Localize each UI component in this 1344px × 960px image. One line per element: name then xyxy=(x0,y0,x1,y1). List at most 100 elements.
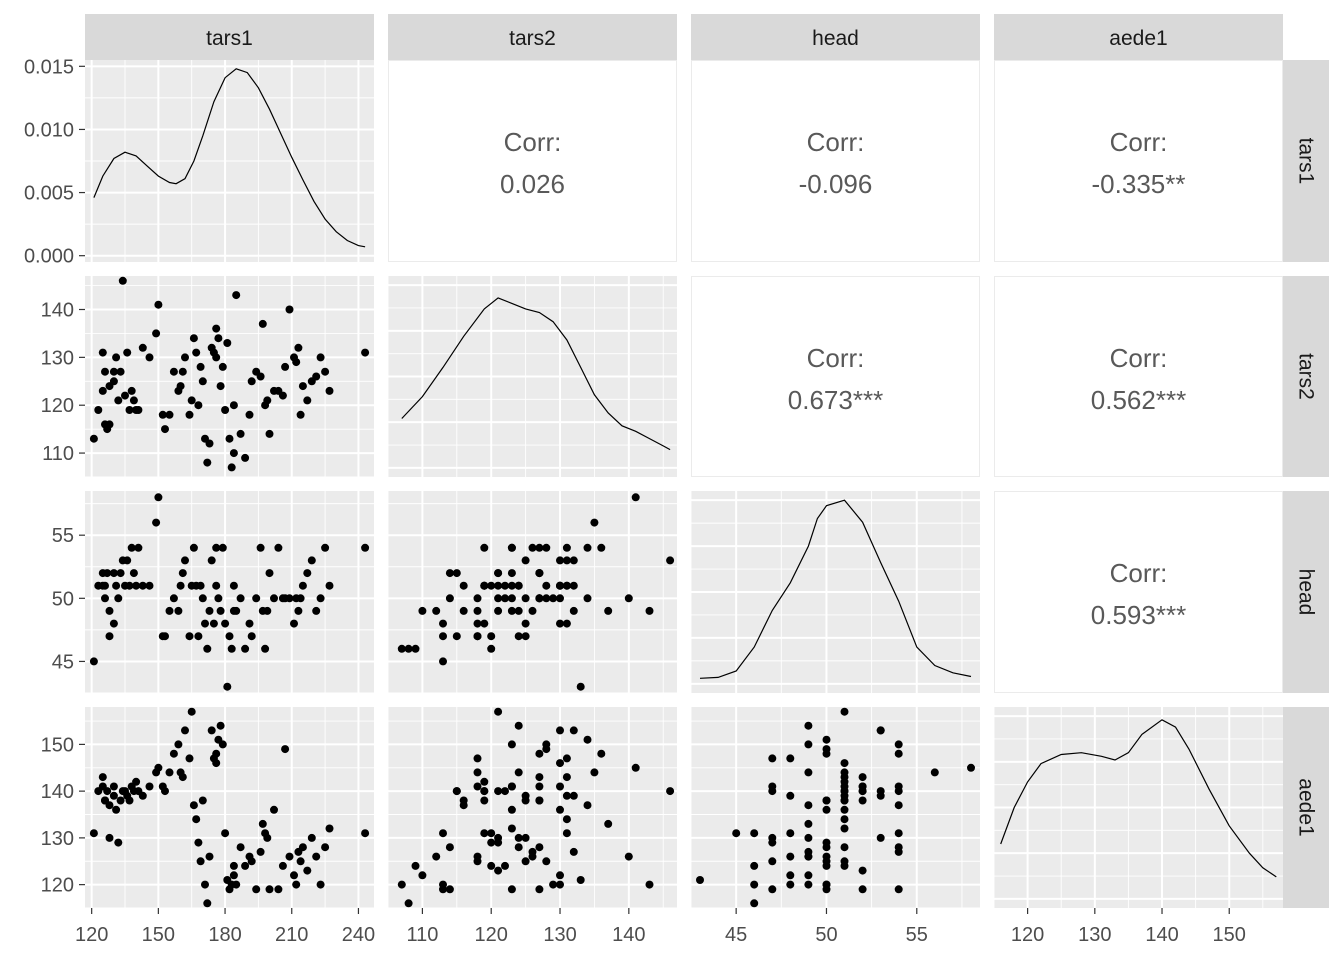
data-point xyxy=(473,754,482,763)
data-point xyxy=(840,861,849,870)
y-tick-label: 0.000 xyxy=(24,246,74,268)
data-point xyxy=(583,543,592,552)
column-strip-tars1: tars1 xyxy=(85,14,374,60)
data-point xyxy=(521,796,530,805)
data-point xyxy=(94,406,103,414)
data-point xyxy=(556,880,564,889)
data-point xyxy=(411,644,420,653)
data-point xyxy=(480,777,489,786)
data-point xyxy=(247,377,256,386)
data-point xyxy=(290,871,298,880)
data-point xyxy=(109,782,118,791)
data-point xyxy=(397,644,406,653)
corr-panel-bg xyxy=(994,60,1283,262)
data-point xyxy=(501,581,509,590)
data-point xyxy=(138,581,147,590)
data-point xyxy=(487,838,496,847)
data-point xyxy=(556,556,564,565)
data-point xyxy=(514,768,523,777)
data-point xyxy=(583,801,592,810)
data-point xyxy=(732,829,741,838)
data-point xyxy=(205,439,214,448)
data-point xyxy=(473,632,482,641)
data-point xyxy=(494,569,503,578)
data-point xyxy=(822,880,831,889)
data-point xyxy=(542,745,551,754)
data-point xyxy=(750,880,759,889)
data-point xyxy=(804,852,813,861)
data-point xyxy=(109,377,118,386)
data-point xyxy=(207,726,216,735)
data-point xyxy=(105,833,114,842)
data-point xyxy=(192,815,201,824)
corr-panel-tars2-head: Corr: 0.673*** xyxy=(691,276,980,477)
data-point xyxy=(165,410,174,419)
x-tick-label: 140 xyxy=(612,924,645,946)
data-point xyxy=(125,406,134,414)
data-point xyxy=(631,763,640,772)
data-point xyxy=(152,518,161,527)
x-axis-head: 45 50 55 xyxy=(725,908,928,946)
data-point xyxy=(521,594,530,603)
data-point xyxy=(473,857,482,866)
row-strip-tars2: tars2 xyxy=(1283,276,1329,477)
data-point xyxy=(487,581,496,590)
data-point xyxy=(121,391,129,400)
data-point xyxy=(225,632,234,641)
data-point xyxy=(507,740,516,749)
y-tick-label: 0.005 xyxy=(24,183,74,205)
data-point xyxy=(445,569,454,578)
panel-background xyxy=(388,491,677,693)
data-point xyxy=(459,606,468,615)
data-point xyxy=(174,740,183,749)
data-point xyxy=(507,569,516,578)
column-strip-bg xyxy=(388,14,677,60)
data-point xyxy=(258,319,267,328)
data-point xyxy=(109,619,118,628)
x-axis-aede1: 120 130 140 150 xyxy=(1011,908,1246,946)
data-point xyxy=(294,343,303,352)
data-point xyxy=(786,754,795,763)
data-point xyxy=(501,787,509,796)
data-point xyxy=(303,396,312,405)
data-point xyxy=(325,581,334,590)
data-point xyxy=(212,581,221,590)
data-point xyxy=(245,619,254,628)
data-point xyxy=(645,606,654,615)
data-point xyxy=(631,493,640,502)
y-axis-density: 0.000 0.005 0.010 0.015 xyxy=(24,56,85,268)
data-point xyxy=(265,429,274,438)
row-strip-aede1: aede1 xyxy=(1283,707,1329,908)
data-point xyxy=(750,861,759,870)
data-point xyxy=(303,866,312,875)
data-point xyxy=(236,594,245,603)
data-point xyxy=(556,594,564,603)
x-tick-label: 210 xyxy=(275,924,308,946)
data-point xyxy=(768,857,777,866)
density-panel-aede1 xyxy=(993,707,1283,908)
data-point xyxy=(480,787,489,796)
data-point xyxy=(514,721,523,730)
data-point xyxy=(316,353,325,362)
data-point xyxy=(569,581,578,590)
x-tick-label: 55 xyxy=(906,924,928,946)
x-tick-label: 180 xyxy=(208,924,241,946)
data-point xyxy=(439,829,447,838)
data-point xyxy=(562,543,571,552)
data-point xyxy=(562,754,571,763)
data-point xyxy=(507,805,516,814)
corr-label: Corr: xyxy=(1110,558,1168,588)
data-point xyxy=(232,606,241,615)
data-point xyxy=(439,632,447,641)
data-point xyxy=(840,707,849,716)
data-point xyxy=(583,594,592,603)
data-point xyxy=(325,386,334,395)
data-point xyxy=(205,852,214,861)
data-point xyxy=(178,569,187,578)
data-point xyxy=(404,899,413,908)
data-point xyxy=(312,372,321,381)
data-point xyxy=(549,880,558,889)
data-point xyxy=(514,581,523,590)
data-point xyxy=(252,594,261,603)
data-point xyxy=(98,348,107,357)
